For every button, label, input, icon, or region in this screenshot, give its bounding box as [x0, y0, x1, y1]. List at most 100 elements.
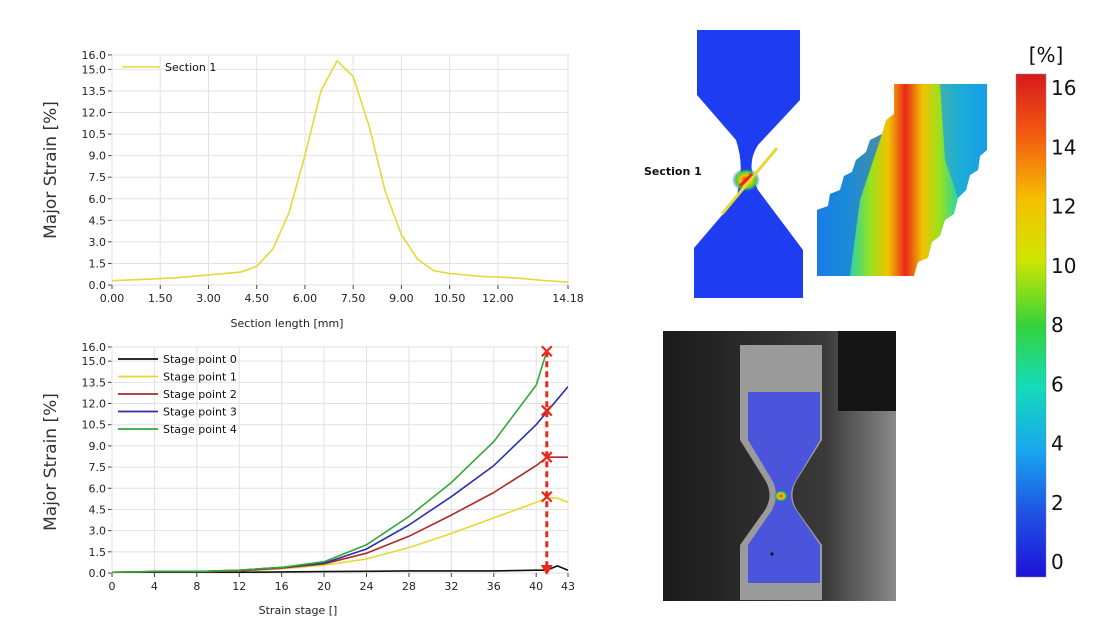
section-strain-chart: 0.0 1.5 3.0 4.5 6.0 7.5 9.0 10.5 12.0 13.5 15.016.…: [41, 49, 584, 330]
legend-label-stage-point-2: Stage point 2: [163, 388, 237, 401]
legend-label-stage-point-1: Stage point 1: [163, 371, 237, 384]
y-tick-label: 15.0: [82, 63, 107, 76]
y-tick-label: 6.0: [89, 482, 107, 495]
series-lines: [112, 59, 568, 283]
x-tick-label: 12.00: [482, 292, 514, 305]
zoomed-contour: [817, 84, 987, 276]
y-tick-label: 9.0: [89, 440, 107, 453]
colorbar-tick-label: 14: [1051, 135, 1076, 159]
x-tick-label: 20: [317, 580, 331, 593]
photo-hotspot: [774, 490, 788, 502]
x-tick-label: 7.50: [341, 292, 366, 305]
y-tick-label: 1.5: [89, 546, 107, 559]
y-tick-label: 13.5: [82, 85, 107, 98]
x-tick-label: 43: [561, 580, 575, 593]
x-tick-label: 12: [232, 580, 246, 593]
x-axis-label: Strain stage []: [259, 604, 338, 617]
zoomed-outer-blue-right: [940, 84, 987, 198]
gridlines: [108, 54, 569, 289]
colorbar-tick-labels: 16 14 12 10 8 6 4 2 0: [1051, 76, 1076, 574]
series-line-stage-point-4: [112, 350, 548, 573]
y-tick-label: 6.0: [89, 193, 107, 206]
colorbar-tick-label: 2: [1051, 491, 1064, 515]
x-tick-label: 4: [151, 580, 158, 593]
plot-area: [111, 346, 569, 574]
stage-marker-arrowhead: [540, 565, 553, 575]
y-tick-label: 9.0: [89, 150, 107, 163]
y-tick-label: 10.5: [82, 419, 107, 432]
specimen-photo: [663, 331, 896, 601]
x-axis-label: Section length [mm]: [231, 317, 344, 330]
colorbar-tick-label: 8: [1051, 313, 1064, 337]
x-tick-label: 40: [529, 580, 543, 593]
section-marker-red: [738, 172, 754, 188]
colorbar-tick-label: 16: [1051, 76, 1076, 100]
stage-marker-cross: [541, 345, 553, 358]
x-tick-label: 1.50: [148, 292, 173, 305]
x-tick-label: 8: [193, 580, 200, 593]
y-tick-label: 1.5: [89, 257, 107, 270]
y-tick-label: 3.0: [89, 236, 107, 249]
x-tick-label: 3.00: [196, 292, 221, 305]
y-tick-label: 4.5: [89, 503, 107, 516]
y-tick-label: 4.5: [89, 214, 107, 227]
colorbar-tick-label: 0: [1051, 550, 1064, 574]
x-tick-label: 0.00: [100, 292, 125, 305]
photo-grip-right: [838, 331, 896, 411]
y-tick-label: 16.0: [82, 341, 107, 354]
section-label: Section 1: [644, 165, 702, 178]
x-tick-label: 6.00: [293, 292, 318, 305]
colorbar-gradient: [1015, 73, 1047, 578]
stage-strain-chart: 0.0 1.5 3.0 4.5 6.0 7.5 9.0 10.5 12.0 13.5 15.016.…: [41, 341, 575, 617]
y-tick-labels: 0.0 1.5 3.0 4.5 6.0 7.5 9.0 10.5 12.0 13.5 15.016.…: [82, 49, 107, 292]
colorbar-tick-label: 4: [1051, 432, 1064, 456]
y-tick-label: 7.5: [89, 171, 107, 184]
colorbar-tick-label: 12: [1051, 195, 1076, 219]
x-tick-label: 14.18: [552, 292, 584, 305]
x-tick-label: 4.50: [244, 292, 269, 305]
x-tick-label: 10.50: [434, 292, 466, 305]
stage-marker-cross: [541, 490, 553, 503]
x-tick-labels: 0 4 8 12 16 20 24 28 32 36 40 43: [109, 580, 576, 593]
zoomed-outer-blue-left: [817, 134, 882, 276]
legend-label-section-1: Section 1: [165, 61, 216, 74]
x-tick-label: 36: [487, 580, 501, 593]
specimen-shape: [694, 30, 803, 298]
stage-markers: [540, 345, 553, 575]
plot-area: [111, 54, 569, 286]
photo-specimen-overlay: [748, 392, 820, 583]
x-tick-label: 32: [444, 580, 458, 593]
x-tick-labels: 0.00 1.50 3.00 4.50 6.00 7.50 9.00 10.50 12.00 14…: [100, 292, 584, 305]
colorbar-tick-label: 10: [1051, 254, 1076, 278]
y-axis-label: Major Strain [%]: [41, 393, 61, 531]
x-tick-label: 28: [402, 580, 416, 593]
colorbar-tick-label: 6: [1051, 372, 1064, 396]
specimen-contour: Section 1: [644, 30, 803, 298]
x-tick-label: 0: [109, 580, 116, 593]
y-tick-label: 12.0: [82, 107, 107, 120]
legend: Section 1: [122, 61, 216, 74]
stage-marker-cross: [541, 404, 553, 417]
legend-label-stage-point-4: Stage point 4: [163, 423, 237, 436]
y-tick-label: 13.5: [82, 376, 107, 389]
colorbar: [%] 16 14 12 10 8 6 4 2 0: [1015, 43, 1076, 578]
section-line: [720, 147, 779, 215]
y-axis-label: Major Strain [%]: [41, 101, 61, 239]
y-tick-label: 3.0: [89, 525, 107, 538]
stage-marker-cross: [541, 451, 553, 463]
legend-label-stage-point-0: Stage point 0: [163, 353, 237, 366]
y-tick-label: 0.0: [89, 567, 107, 580]
legend: Stage point 0 Stage point 1 Stage point 2 S…: [118, 353, 237, 436]
legend-label-stage-point-3: Stage point 3: [163, 406, 237, 419]
y-tick-labels: 0.0 1.5 3.0 4.5 6.0 7.5 9.0 10.5 12.0 13.5 15.016.…: [82, 341, 107, 580]
y-tick-label: 10.5: [82, 128, 107, 141]
y-tick-label: 15.0: [82, 355, 107, 368]
y-tick-label: 12.0: [82, 398, 107, 411]
photo-dot: [770, 552, 774, 556]
x-tick-label: 24: [360, 580, 374, 593]
x-tick-label: 9.00: [389, 292, 414, 305]
series-line-section-1: [112, 59, 568, 283]
colorbar-unit: [%]: [1029, 43, 1064, 67]
y-tick-label: 0.0: [89, 279, 107, 292]
